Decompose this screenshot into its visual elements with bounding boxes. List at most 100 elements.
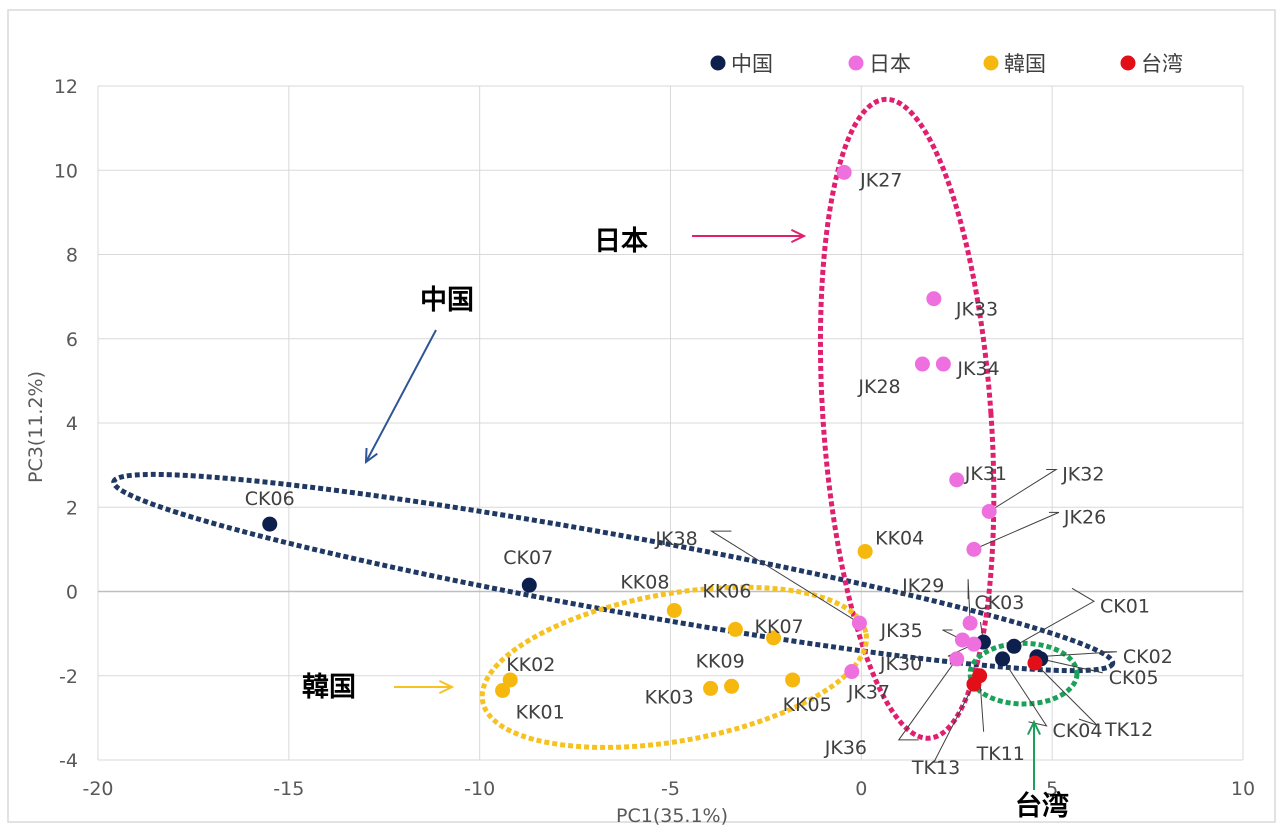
legend-label-china: 中国 — [731, 52, 773, 76]
label-ck03: CK03 — [974, 592, 1024, 614]
point-jk32 — [981, 503, 997, 519]
label-jk32: JK32 — [1061, 463, 1104, 485]
leader-ck02 — [1036, 651, 1117, 658]
point-kk07 — [766, 630, 782, 646]
label-jk27: JK27 — [859, 169, 902, 191]
china-arrow-shaft — [365, 329, 437, 463]
label-kk05: KK05 — [783, 694, 832, 716]
y-tick-label: 12 — [54, 76, 78, 98]
y-tick-label: -4 — [59, 750, 78, 772]
leader-ck01 — [1013, 587, 1096, 647]
point-ck07 — [521, 577, 537, 593]
x-tick-label: 0 — [855, 778, 867, 800]
china-ellipse — [111, 471, 1116, 674]
y-tick-label: 10 — [54, 160, 78, 182]
label-jk28: JK28 — [857, 376, 900, 398]
point-jk34 — [935, 356, 951, 372]
label-leader-lines — [709, 468, 1117, 763]
point-jk37 — [844, 664, 860, 680]
label-kk03: KK03 — [645, 686, 694, 708]
label-ck06: CK06 — [245, 488, 295, 510]
point-jk35 — [954, 632, 970, 648]
legend-label-korea: 韓国 — [1004, 52, 1046, 76]
label-jk30: JK30 — [879, 653, 922, 675]
leader-jk32 — [988, 468, 1058, 512]
legend: 中国 日本 韓国 台湾 — [710, 52, 1183, 76]
chart-frame — [7, 9, 1276, 823]
label-kk07: KK07 — [755, 616, 804, 638]
y-tick-label: -2 — [59, 666, 78, 688]
label-ck04: CK04 — [1053, 720, 1103, 742]
point-ck01 — [1006, 638, 1022, 654]
legend-marker-taiwan — [1120, 55, 1136, 71]
x-tick-label: -5 — [661, 778, 680, 800]
point-jk26 — [966, 541, 982, 557]
point-jk31 — [949, 472, 965, 488]
label-kk01: KK01 — [516, 701, 565, 723]
taiwan-arrow — [1027, 719, 1041, 790]
label-ck02: CK02 — [1123, 646, 1173, 668]
taiwan-ellipse — [967, 640, 1080, 707]
point-jk27 — [836, 164, 852, 180]
japan-ellipse — [817, 96, 997, 741]
legend-marker-japan — [848, 55, 864, 71]
point-jk30 — [966, 636, 982, 652]
x-tick-label: 10 — [1231, 778, 1255, 800]
leader-jk38 — [709, 530, 860, 624]
leader-jk26 — [973, 511, 1060, 550]
point-kk04 — [857, 543, 873, 559]
group-label-korea: 韓国 — [302, 672, 356, 703]
japan-arrow — [692, 229, 807, 243]
label-kk02: KK02 — [506, 654, 555, 676]
grid-lines — [97, 85, 1244, 761]
label-ck01: CK01 — [1100, 595, 1150, 617]
legend-label-taiwan: 台湾 — [1141, 52, 1183, 76]
label-jk33: JK33 — [955, 299, 998, 321]
label-kk04: KK04 — [875, 527, 924, 549]
label-tk12: TK12 — [1104, 719, 1153, 741]
label-jk36: JK36 — [824, 737, 867, 759]
point-kk02 — [502, 672, 518, 688]
y-tick-label: 4 — [66, 413, 78, 435]
label-jk31: JK31 — [964, 463, 1007, 485]
korea-arrow-head — [438, 680, 455, 694]
leader-tk12 — [1034, 662, 1098, 726]
x-tick-label: -20 — [82, 778, 113, 800]
legend-marker-china — [710, 55, 726, 71]
group-label-taiwan: 台湾 — [1015, 790, 1069, 822]
y-axis-title: PC3(11.2%) — [25, 371, 47, 483]
label-tk11: TK11 — [976, 743, 1025, 765]
legend-marker-korea — [983, 55, 999, 71]
group-arrows — [364, 229, 1041, 790]
china-arrow — [364, 329, 437, 465]
x-tick-label: -15 — [273, 778, 304, 800]
point-kk03 — [703, 680, 719, 696]
label-ck07: CK07 — [503, 547, 553, 569]
group-label-china: 中国 — [420, 285, 474, 316]
y-tick-label: 8 — [66, 245, 78, 267]
point-kk06 — [727, 621, 743, 637]
label-jk29: JK29 — [901, 575, 944, 597]
label-jk35: JK35 — [879, 620, 922, 642]
china-arrow-head — [364, 447, 378, 465]
label-jk37: JK37 — [847, 682, 890, 704]
label-kk06: KK06 — [702, 580, 751, 602]
label-jk38: JK38 — [654, 528, 697, 550]
point-ck06 — [262, 516, 278, 532]
group-label-japan: 日本 — [594, 226, 648, 257]
legend-label-japan: 日本 — [869, 52, 911, 76]
label-jk26: JK26 — [1063, 506, 1106, 528]
label-kk09: KK09 — [696, 650, 745, 672]
japan-arrow-head — [790, 229, 807, 243]
point-kk05 — [785, 672, 801, 688]
point-tk12 — [1027, 655, 1043, 671]
y-tick-label: 0 — [66, 582, 78, 604]
y-tick-label: 2 — [66, 497, 78, 519]
label-jk34: JK34 — [956, 358, 999, 380]
korea-arrow — [394, 680, 455, 694]
label-kk08: KK08 — [620, 571, 669, 593]
group-ellipses — [111, 96, 1116, 750]
point-tk13 — [966, 676, 982, 692]
